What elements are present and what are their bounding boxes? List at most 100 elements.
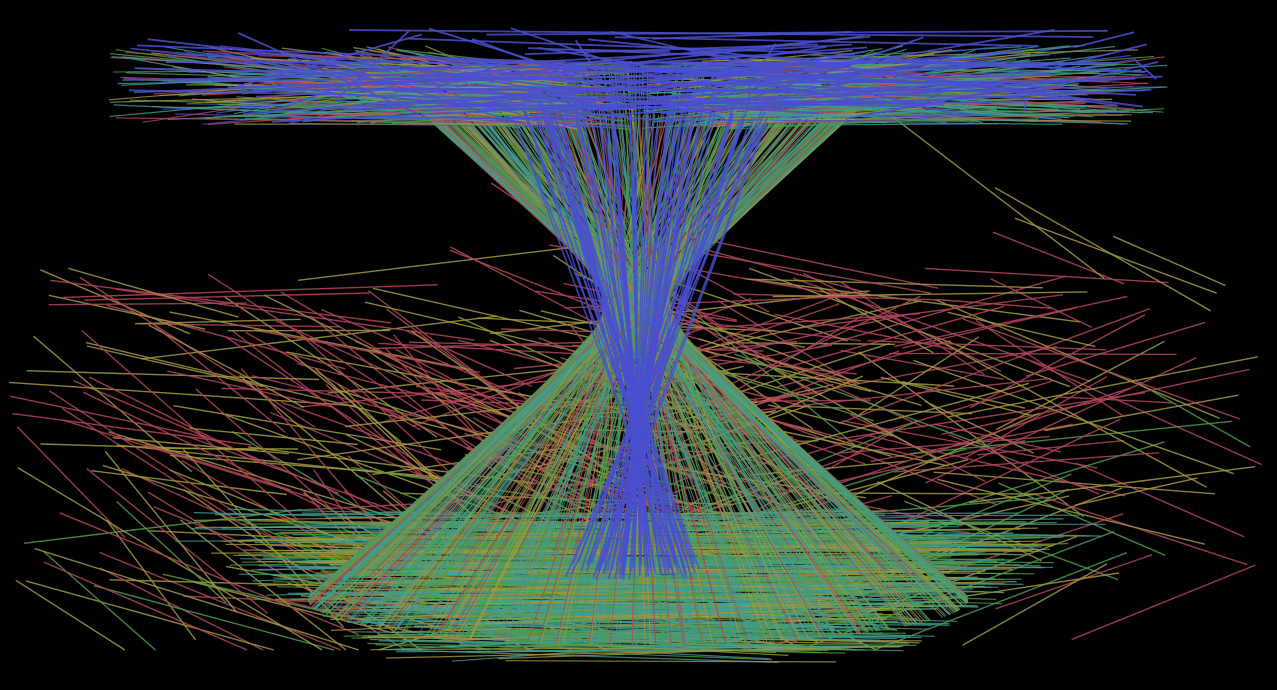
lower-fan-strand: [996, 340, 1165, 431]
lower-fan-strand: [99, 551, 341, 651]
lower-fan-strand: [947, 356, 1259, 418]
canopy-blue-strand: [210, 72, 1051, 82]
lower-fan-strand: [167, 370, 334, 409]
lower-fan-strand: [840, 349, 1005, 380]
lower-fan-strand: [276, 320, 515, 430]
lower-fan-strand: [79, 276, 316, 428]
lower-fan-strand: [63, 284, 438, 299]
lower-fan-strand: [747, 278, 1044, 289]
crossing-blue-strand: [602, 120, 744, 564]
lower-fan-strand: [896, 418, 1121, 526]
fringe-strand: [396, 648, 853, 653]
canopy-strand: [233, 59, 524, 115]
lower-fan-strand: [893, 452, 1160, 473]
lower-fan-strand: [689, 250, 931, 294]
lower-fan-strand: [702, 494, 850, 541]
lower-fan-strand: [869, 435, 1126, 497]
lower-fan-strand: [904, 500, 1119, 581]
fringe-strand: [343, 627, 796, 637]
lower-fan-strand: [68, 267, 239, 318]
core-strand: [384, 67, 740, 630]
fringe-strand: [367, 605, 885, 621]
lower-fan-strand: [630, 343, 875, 422]
lower-fan-strand: [15, 579, 126, 651]
lower-fan-strand: [759, 346, 1058, 403]
top-canopy-lines: [108, 27, 1168, 131]
lower-fan-strand: [937, 478, 1205, 545]
lower-fan-strand: [816, 275, 1066, 349]
lower-fan-strand: [81, 330, 298, 521]
lower-fan-strand: [774, 313, 956, 351]
fringe-strand: [238, 527, 1038, 542]
lower-fan-strand: [721, 295, 921, 389]
lower-fan-strand: [902, 307, 1077, 349]
lower-fan-strand: [10, 395, 207, 439]
lower-fan-strand: [1014, 217, 1217, 294]
lower-fan-strand: [310, 315, 493, 466]
lower-fan-strand: [86, 345, 264, 388]
crossing-blue-strand: [546, 106, 686, 573]
lower-fan-strand: [9, 381, 357, 407]
canopy-blue-strand: [272, 77, 1136, 123]
canopy-blue-strand: [796, 74, 887, 93]
canopy-strand: [726, 108, 1164, 130]
lower-fan-strand: [48, 302, 248, 306]
lower-fan-strand: [947, 311, 1096, 348]
crossing-blue-strand: [623, 128, 675, 579]
lower-fan-strand: [941, 368, 1250, 435]
lower-fan-strand: [909, 420, 1233, 455]
lower-fan-strand: [877, 481, 1042, 562]
canopy-blue-strand: [275, 88, 1072, 92]
fringe-strand: [389, 617, 879, 633]
lower-fan-strand: [297, 415, 604, 461]
lower-fan-strand: [112, 437, 289, 455]
canopy-blue-strand: [1133, 58, 1157, 80]
canopy-blue-strand: [349, 29, 1094, 38]
canopy-blue-strand: [407, 37, 855, 56]
lower-fan-strand: [84, 292, 370, 301]
lower-fan-strand: [33, 335, 193, 473]
fringe-strand: [455, 567, 859, 579]
lower-fan-strand: [24, 508, 302, 544]
lower-fan-strand: [116, 500, 227, 604]
lower-fan-strand: [12, 412, 252, 446]
lower-fan-strand: [49, 279, 392, 324]
lower-fan-strand: [26, 580, 274, 651]
fringe-strand: [476, 596, 828, 602]
fringe-strand: [459, 607, 896, 621]
lower-fan-strand: [16, 426, 126, 539]
lower-fan-strand: [1044, 394, 1239, 432]
crossing-blue-strand: [629, 112, 643, 565]
lower-fan-strand: [144, 443, 292, 491]
canopy-blue-strand: [147, 38, 611, 94]
lower-fan-strand: [977, 439, 1125, 456]
lower-fan-strand: [88, 376, 262, 463]
lower-fan-strand: [85, 341, 447, 430]
lower-fan-strand: [327, 364, 602, 394]
crossing-blue-strand: [550, 100, 688, 561]
core-strand: [346, 110, 776, 580]
lower-fan-strand: [698, 338, 923, 407]
lower-fan-strand: [873, 552, 1128, 651]
lower-fan-strand: [93, 585, 335, 651]
lower-fan-strand: [992, 231, 1125, 285]
canopy-blue-strand: [1049, 43, 1148, 70]
fringe-strand: [413, 597, 899, 607]
crossing-blue-strand: [592, 116, 745, 579]
canopy-blue-strand: [128, 89, 920, 108]
lower-fan-strand: [924, 267, 1169, 284]
crossing-blue-strand: [633, 115, 650, 578]
lower-fan-strand: [634, 400, 949, 467]
lower-fan-strand: [43, 561, 248, 651]
lower-fan-strand: [753, 357, 938, 460]
lower-fan-strand: [933, 423, 1062, 453]
lower-fan-strand: [296, 362, 534, 424]
lower-fan-strand: [240, 368, 410, 565]
fringe-strand: [513, 620, 899, 631]
crossing-blue-strand: [577, 105, 750, 563]
canopy-blue-strand: [295, 65, 301, 75]
fringe-strand: [379, 606, 807, 618]
lower-fan-strand: [962, 563, 1108, 646]
